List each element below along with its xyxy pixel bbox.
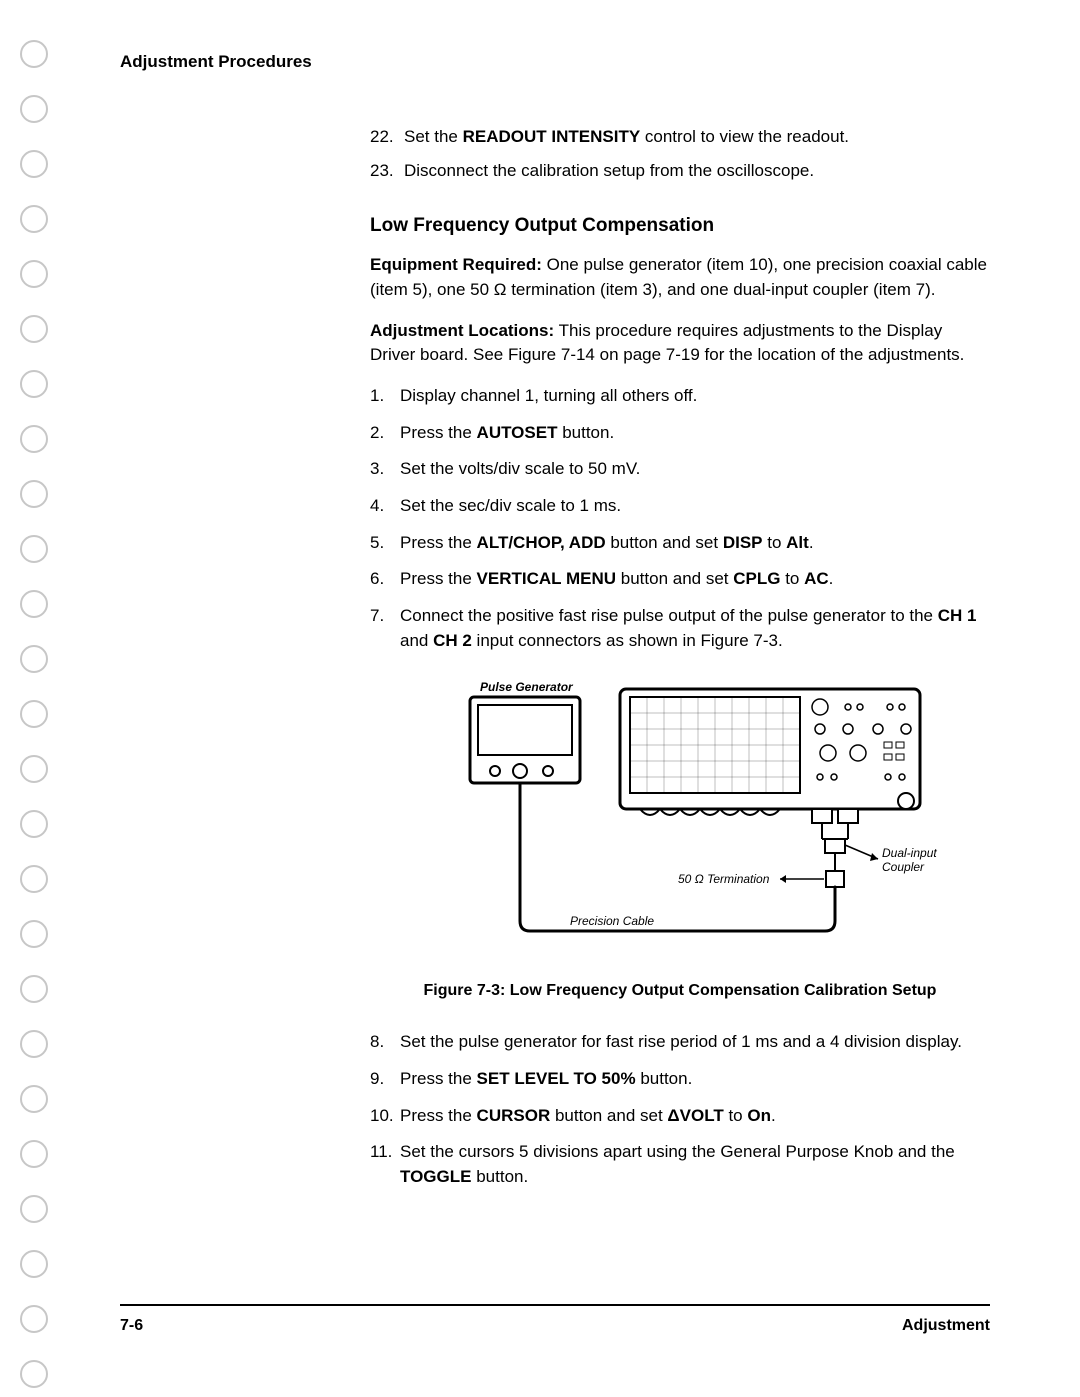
section-heading: Low Frequency Output Compensation [370,212,990,240]
svg-text:Precision Cable: Precision Cable [570,914,654,928]
step-number: 1. [370,384,400,409]
step-text: Press the CURSOR button and set ΔVOLT to… [400,1104,776,1129]
step-number: 22. [370,125,404,150]
step-text: Set the cursors 5 divisions apart using … [400,1140,990,1189]
figure-caption: Figure 7-3: Low Frequency Output Compens… [370,979,990,1002]
step-text: Set the sec/div scale to 1 ms. [400,494,621,519]
step-23: 23. Disconnect the calibration setup fro… [370,159,990,184]
step-text: Disconnect the calibration setup from th… [404,159,814,184]
step-number: 10. [370,1104,400,1129]
procedure-step: 7.Connect the positive fast rise pulse o… [370,604,990,653]
step-text: Press the SET LEVEL TO 50% button. [400,1067,692,1092]
binder-holes [20,40,60,1357]
step-text: Set the READOUT INTENSITY control to vie… [404,125,849,150]
procedure-step: 8.Set the pulse generator for fast rise … [370,1030,990,1055]
procedure-step: 1.Display channel 1, turning all others … [370,384,990,409]
adjustment-locations: Adjustment Locations: This procedure req… [370,319,990,368]
svg-text:50 Ω Termination: 50 Ω Termination [678,872,770,886]
procedure-steps-b: 8.Set the pulse generator for fast rise … [370,1030,990,1189]
procedure-step: 2.Press the AUTOSET button. [370,421,990,446]
step-text: Set the volts/div scale to 50 mV. [400,457,640,482]
equipment-required: Equipment Required: One pulse generator … [370,253,990,302]
step-text: Press the VERTICAL MENU button and set C… [400,567,833,592]
step-number: 23. [370,159,404,184]
page-number: 7-6 [120,1314,143,1337]
procedure-step: 10.Press the CURSOR button and set ΔVOLT… [370,1104,990,1129]
procedure-step: 4.Set the sec/div scale to 1 ms. [370,494,990,519]
step-text: Press the AUTOSET button. [400,421,614,446]
step-number: 2. [370,421,400,446]
step-number: 11. [370,1140,400,1189]
svg-text:Pulse Generator: Pulse Generator [480,680,574,694]
step-number: 9. [370,1067,400,1092]
page-footer: 7-6 Adjustment [120,1304,990,1337]
continued-steps: 22. Set the READOUT INTENSITY control to… [370,125,990,184]
procedure-step: 3.Set the volts/div scale to 50 mV. [370,457,990,482]
procedure-step: 9.Press the SET LEVEL TO 50% button. [370,1067,990,1092]
step-text: Set the pulse generator for fast rise pe… [400,1030,962,1055]
procedure-step: 6.Press the VERTICAL MENU button and set… [370,567,990,592]
page-header: Adjustment Procedures [120,50,990,75]
step-number: 4. [370,494,400,519]
footer-section: Adjustment [902,1314,990,1337]
step-22: 22. Set the READOUT INTENSITY control to… [370,125,990,150]
step-text: Connect the positive fast rise pulse out… [400,604,990,653]
step-number: 8. [370,1030,400,1055]
procedure-steps-a: 1.Display channel 1, turning all others … [370,384,990,653]
page-content: Adjustment Procedures 22. Set the READOU… [120,50,990,1210]
svg-text:Coupler: Coupler [882,860,925,874]
step-number: 3. [370,457,400,482]
figure-7-3: Pulse Generator Dual-inputCoupler 50 Ω Ter… [420,673,940,953]
svg-text:Dual-input: Dual-input [882,846,937,860]
step-text: Display channel 1, turning all others of… [400,384,697,409]
procedure-step: 11.Set the cursors 5 divisions apart usi… [370,1140,990,1189]
step-number: 7. [370,604,400,653]
step-text: Press the ALT/CHOP, ADD button and set D… [400,531,814,556]
step-number: 6. [370,567,400,592]
step-number: 5. [370,531,400,556]
procedure-step: 5.Press the ALT/CHOP, ADD button and set… [370,531,990,556]
